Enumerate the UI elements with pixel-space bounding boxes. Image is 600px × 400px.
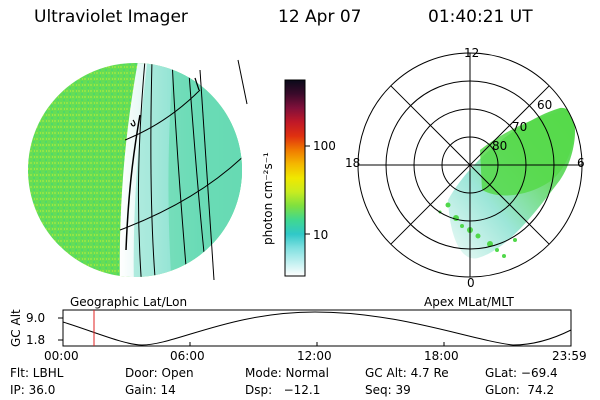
- date-label: 12 Apr 07: [278, 7, 362, 27]
- info-seq: Seq: 39: [365, 383, 411, 397]
- info-filter: Flt: LBHL: [10, 366, 64, 380]
- geo-meridian-line: [199, 69, 215, 281]
- info-gain: Gain: 14: [125, 383, 176, 397]
- info-ip: IP: 36.0: [10, 383, 56, 397]
- info-glat: GLat: −69.4: [485, 366, 558, 380]
- mlat-label-70: 70: [512, 120, 528, 134]
- info-door: Door: Open: [125, 366, 194, 380]
- geo-outer-line: [237, 59, 248, 105]
- altitude-plot: [58, 309, 572, 347]
- colorbar-unit-label: photon cm⁻²s⁻¹: [261, 152, 275, 245]
- x-tick-0000: 00:00: [44, 349, 79, 363]
- time-label: 01:40:21 UT: [428, 7, 533, 27]
- colorbar-tick-100: 100: [313, 139, 336, 153]
- info-mode: Mode: Normal: [245, 366, 329, 380]
- x-tick-2359: 23:59: [552, 349, 587, 363]
- info-glon: GLon: 74.2: [485, 383, 555, 397]
- polar-plot: [357, 52, 583, 278]
- polar-panel-label: Apex MLat/MLT: [424, 295, 514, 309]
- instrument-title: Ultraviolet Imager: [34, 7, 188, 27]
- geo-panel-label: Geographic Lat/Lon: [70, 295, 188, 309]
- mlt-label-6: 6: [577, 156, 585, 170]
- mlat-label-60: 60: [537, 98, 553, 112]
- info-gc-alt: GC Alt: 4.7 Re: [365, 366, 449, 380]
- x-tick-0600: 06:00: [170, 349, 205, 363]
- info-dsp: Dsp: −12.1: [245, 383, 321, 397]
- altitude-ytick-1-8: 1.8: [26, 333, 46, 347]
- x-tick-1800: 18:00: [424, 349, 459, 363]
- mlt-label-0: 0: [467, 276, 475, 290]
- altitude-ytick-9: 9.0: [26, 311, 46, 325]
- colorbar: [284, 79, 310, 277]
- altitude-ylabel: GC Alt: [9, 309, 23, 347]
- x-tick-1200: 12:00: [297, 349, 332, 363]
- mlt-label-18: 18: [345, 156, 361, 170]
- colorbar-tick-10: 10: [313, 228, 329, 242]
- geo-disc: [28, 63, 242, 277]
- mlat-label-80: 80: [492, 139, 508, 153]
- mlt-label-12: 12: [464, 46, 480, 60]
